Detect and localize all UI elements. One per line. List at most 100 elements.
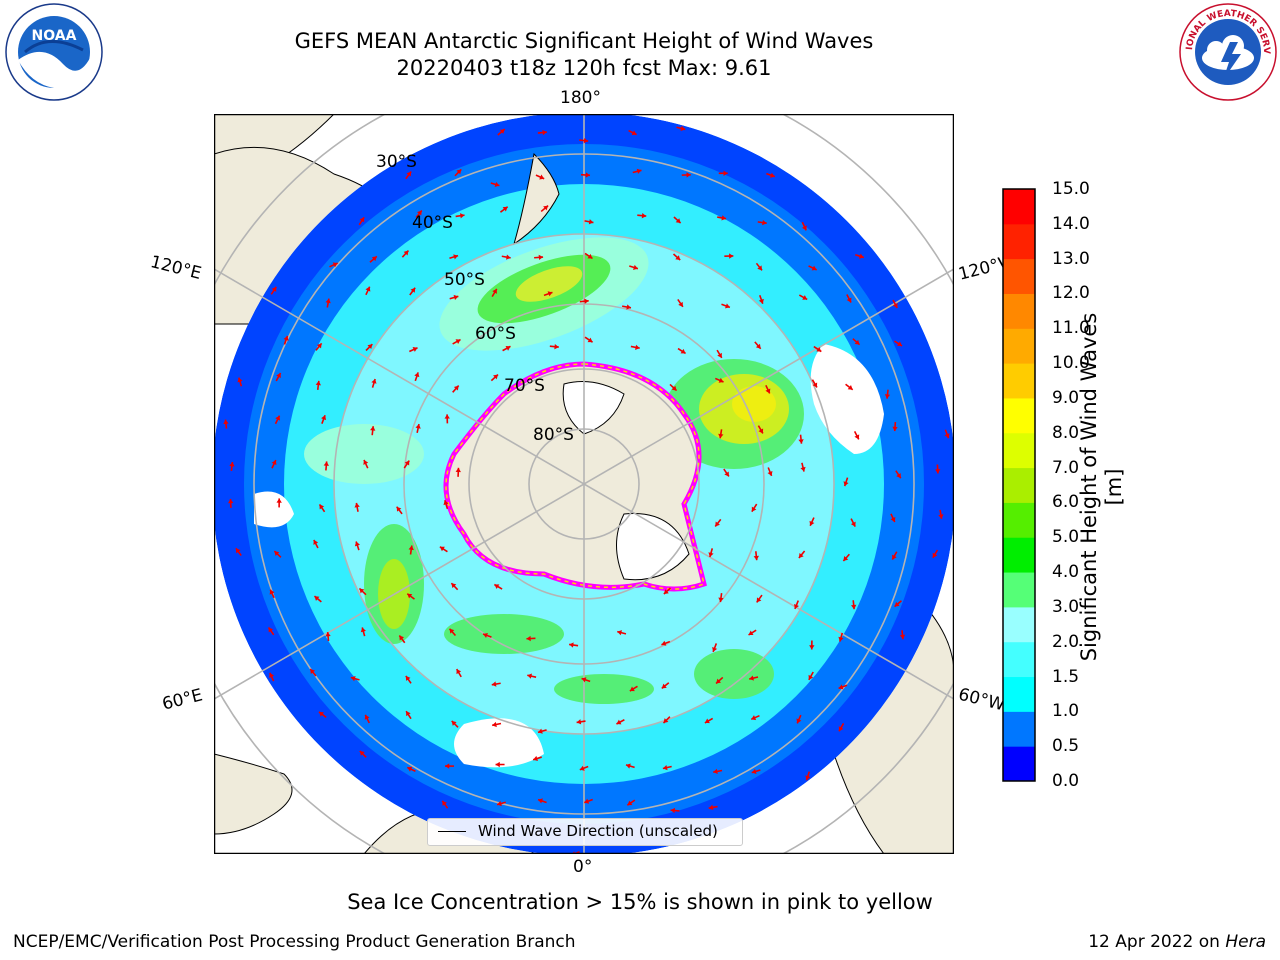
- wave-direction-arrowhead: [671, 385, 677, 391]
- wave-direction-arrowhead: [354, 541, 360, 547]
- wave-direction-arrowhead: [588, 219, 594, 225]
- wave-direction-arrowhead: [729, 253, 734, 259]
- wave-direction-arrowhead: [802, 295, 808, 300]
- wave-direction-arrowhead: [268, 627, 274, 633]
- wave-direction-arrowhead: [323, 461, 329, 466]
- colorbar-segment: [1003, 397, 1035, 434]
- wave-direction-arrowhead: [371, 378, 377, 384]
- colorbar-tick-label: 9.0: [1052, 387, 1080, 408]
- wave-direction-arrowhead: [455, 467, 461, 473]
- wave-direction-arrowhead: [811, 265, 817, 271]
- wave-direction-arrowhead: [938, 514, 944, 519]
- wave-direction-arrowhead: [680, 125, 686, 132]
- wave-direction-arrowhead: [894, 601, 900, 607]
- wave-direction-arrowhead: [412, 347, 418, 352]
- lon-label-0: 0°: [573, 857, 593, 877]
- wave-direction-arrowhead: [527, 673, 532, 679]
- wave-direction-arrowhead: [627, 800, 633, 806]
- colorbar-segment: [1003, 746, 1035, 782]
- wave-direction-arrowhead: [310, 669, 316, 674]
- colorbar-segment: [1003, 189, 1035, 225]
- wave-direction-arrowhead: [313, 539, 319, 545]
- wave-direction-arrowhead: [526, 635, 531, 642]
- wave-direction-arrowhead: [359, 217, 365, 223]
- legend-text: Wind Wave Direction (unscaled): [478, 822, 718, 840]
- wave-direction-arrowhead: [533, 755, 538, 762]
- wave-direction-arrowhead: [539, 174, 545, 180]
- wave-direction-arrowhead: [407, 593, 413, 599]
- wave-direction-arrowhead: [850, 521, 856, 527]
- wave-direction-arrowhead: [444, 414, 450, 419]
- colorbar-segment: [1003, 537, 1035, 573]
- colorbar-segment: [1003, 467, 1035, 503]
- wave-direction-arrowhead: [629, 686, 635, 692]
- wave-direction-arrowhead: [892, 554, 897, 560]
- wave-direction-arrowhead: [581, 677, 587, 683]
- wave-direction-arrowhead: [897, 341, 903, 346]
- colorbar-segment: [1003, 293, 1035, 329]
- wave-direction-arrowhead: [626, 304, 631, 310]
- wave-direction-arrowhead: [235, 548, 241, 554]
- colorbar-tick-label: 14.0: [1052, 213, 1090, 234]
- map-legend: Wind Wave Direction (unscaled): [427, 818, 743, 846]
- lat-label-60s: 60°S: [475, 324, 516, 344]
- wave-direction-arrowhead: [408, 545, 414, 551]
- wave-direction-arrowhead: [796, 718, 802, 724]
- wave-direction-arrowhead: [751, 506, 757, 512]
- wave-direction-arrowhead: [350, 676, 356, 682]
- wave-direction-arrowhead: [661, 683, 667, 689]
- wave-direction-arrowhead: [314, 596, 320, 601]
- wave-direction-arrowhead: [456, 169, 462, 175]
- wave-direction-arrowhead: [283, 335, 289, 341]
- lat-label-30s: 30°S: [376, 152, 417, 172]
- wave-direction-arrowhead: [715, 521, 720, 527]
- wave-direction-arrowhead: [670, 807, 676, 814]
- weddell-ice-shelf: [616, 513, 690, 581]
- wave-direction-arrowhead: [415, 424, 421, 429]
- wave-direction-arrowhead: [635, 344, 640, 350]
- wave-direction-arrowhead: [453, 254, 459, 260]
- wave-direction-arrowhead: [456, 669, 462, 675]
- wave-direction-arrowhead: [800, 466, 806, 472]
- colorbar-segment: [1003, 432, 1035, 469]
- wave-direction-arrowhead: [554, 343, 559, 350]
- wave-direction-arrowhead: [367, 344, 373, 350]
- wave-direction-arrowhead: [410, 287, 416, 293]
- wave-direction-arrowhead: [321, 415, 327, 421]
- wave-direction-arrowhead: [585, 172, 591, 178]
- wave-direction-arrowhead: [332, 262, 338, 268]
- colorbar-tick-label: 7.0: [1052, 457, 1080, 478]
- lon-label-60e: 60°E: [160, 685, 205, 715]
- wave-direction-arrowhead: [451, 720, 457, 726]
- wave-direction-arrowhead: [538, 254, 544, 261]
- wave-direction-arrowhead: [414, 372, 420, 378]
- wave-direction-arrowhead: [758, 298, 764, 304]
- colorbar-segment: [1003, 258, 1035, 294]
- wave-direction-arrowhead: [712, 646, 718, 652]
- wave-direction-arrowhead: [274, 551, 280, 556]
- wave-direction-arrowhead: [499, 129, 505, 134]
- wave-direction-arrowhead: [751, 768, 757, 774]
- wave-direction-arrowhead: [631, 130, 637, 136]
- wave-direction-arrowhead: [492, 721, 497, 728]
- wave-direction-arrowhead: [276, 498, 282, 503]
- colorbar-segment: [1003, 641, 1035, 678]
- wave-direction-arrowhead: [805, 775, 811, 781]
- map-subtitle: 20220403 t18z 120h fcst Max: 9.61: [396, 56, 772, 80]
- colorbar-tick-label: 11.0: [1052, 318, 1090, 339]
- colorbar-tick-label: 6.0: [1052, 492, 1080, 513]
- wave-direction-arrowhead: [587, 253, 593, 259]
- wave-direction-arrowhead: [228, 498, 234, 504]
- land-new-zealand: [513, 152, 560, 246]
- wave-direction-arrowhead: [749, 675, 754, 681]
- wave-direction-arrowhead: [406, 711, 411, 717]
- wave-direction-arrowhead: [417, 210, 422, 216]
- colorbar-label: Significant Height of Wind Waves [m]: [1077, 312, 1126, 662]
- wave-direction-arrowhead: [399, 635, 405, 641]
- wave-direction-arrowhead: [237, 377, 243, 383]
- wave-direction-arrowhead: [445, 763, 450, 769]
- wave-direction-arrowhead: [892, 426, 898, 432]
- wave-direction-arrowhead: [944, 433, 950, 439]
- wave-direction-arrowhead: [271, 286, 277, 292]
- wave-direction-arrowhead: [319, 504, 325, 510]
